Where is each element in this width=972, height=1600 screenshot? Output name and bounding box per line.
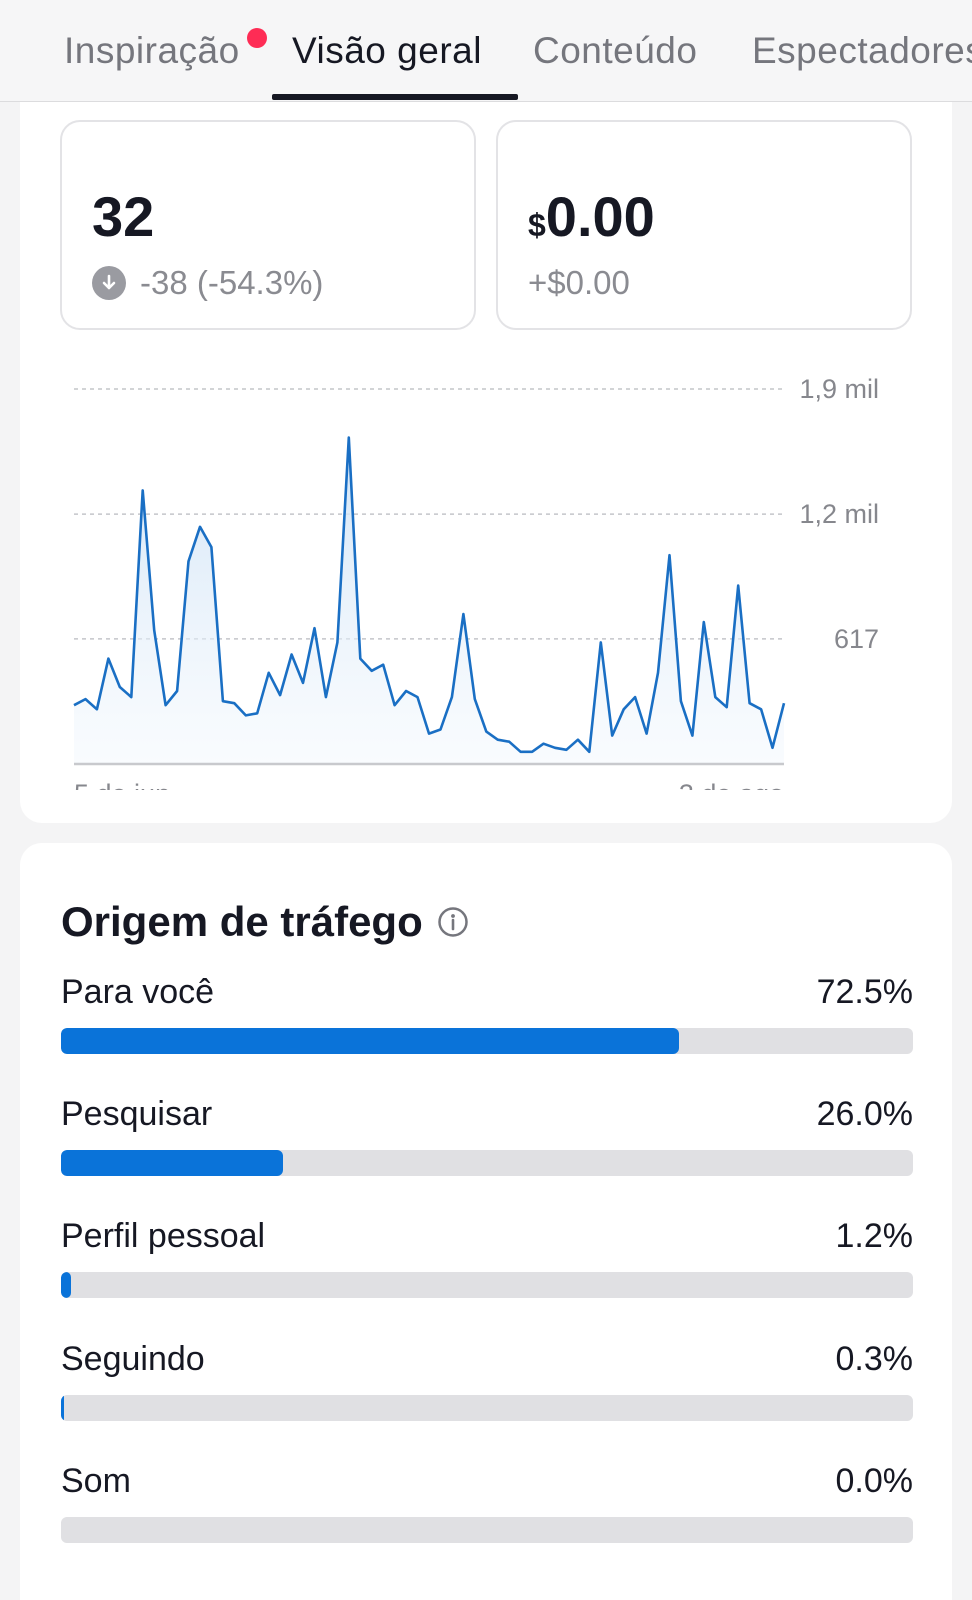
stat-amount: 0.00 [545,185,655,248]
traffic-bar-fill [61,1272,72,1298]
traffic-source-row: Seguindo 0.3% [61,1340,913,1440]
y-tick-label: 617 [834,624,879,654]
stat-value: $0.00 [528,184,655,249]
traffic-source-percent: 72.5% [816,973,913,1011]
traffic-source-label: Para você [61,973,215,1011]
traffic-source-label: Perfil pessoal [61,1217,266,1255]
stat-value: 32 [92,185,155,248]
overview-card: 32 -38 (-54.3%) $0.00 +$0.00 1,9 mil 1,2 … [20,60,952,823]
traffic-bar-track [61,1395,913,1421]
traffic-title-text: Origem de tráfego [61,898,423,945]
stat-card-earnings[interactable]: $0.00 +$0.00 [496,120,912,330]
notification-dot [247,28,267,48]
x-tick-label: 3 de ago [679,779,784,790]
arrow-down-circle-icon [92,266,126,300]
x-tick-label: 5 de jun [74,779,170,790]
info-circle-icon[interactable] [437,906,469,938]
tab-inspiracao[interactable]: Inspiração [64,30,240,71]
stat-change: +$0.00 [528,264,630,302]
traffic-source-percent: 1.2% [835,1217,914,1255]
traffic-bar-track [61,1517,913,1543]
traffic-source-label: Som [61,1462,131,1500]
top-tabs: Inspiração Visão geral Conteúdo Espectad… [0,0,972,102]
traffic-source-row: Som 0.0% [61,1462,913,1562]
traffic-source-percent: 0.0% [835,1462,914,1500]
traffic-source-row: Para você 72.5% [61,973,913,1073]
y-tick-label: 1,9 mil [799,374,879,404]
currency-symbol: $ [528,207,546,243]
active-tab-indicator [272,94,518,100]
stat-change: -38 (-54.3%) [92,264,323,302]
traffic-bar-track [61,1028,913,1054]
tab-visao-geral[interactable]: Visão geral [292,30,482,71]
traffic-bar-fill [61,1150,283,1176]
tab-espectadores[interactable]: Espectadores [752,30,972,71]
traffic-source-label: Pesquisar [61,1095,213,1133]
traffic-title: Origem de tráfego [61,898,469,946]
traffic-bar-fill [61,1028,679,1054]
views-chart[interactable]: 1,9 mil 1,2 mil 617 5 de jun 3 de ago [20,290,952,790]
traffic-source-percent: 26.0% [816,1095,913,1133]
y-tick-label: 1,2 mil [799,499,879,529]
traffic-bar-fill [61,1395,64,1421]
traffic-source-label: Seguindo [61,1340,205,1378]
traffic-source-percent: 0.3% [835,1340,914,1378]
traffic-bar-track [61,1272,913,1298]
stat-change-text: -38 (-54.3%) [140,264,324,301]
chart-area-fill [74,437,784,764]
chart-series-line [73,436,786,754]
tab-conteudo[interactable]: Conteúdo [533,30,698,71]
traffic-bar-track [61,1150,913,1176]
chart-svg: 1,9 mil 1,2 mil 617 5 de jun 3 de ago [73,374,879,790]
stat-card-views[interactable]: 32 -38 (-54.3%) [60,120,476,330]
traffic-source-card: Origem de tráfego Para você 72.5% Pesquisa… [20,843,952,1600]
traffic-source-row: Perfil pessoal 1.2% [61,1217,913,1317]
stat-change-text: +$0.00 [528,264,630,301]
traffic-source-row: Pesquisar 26.0% [61,1095,913,1195]
